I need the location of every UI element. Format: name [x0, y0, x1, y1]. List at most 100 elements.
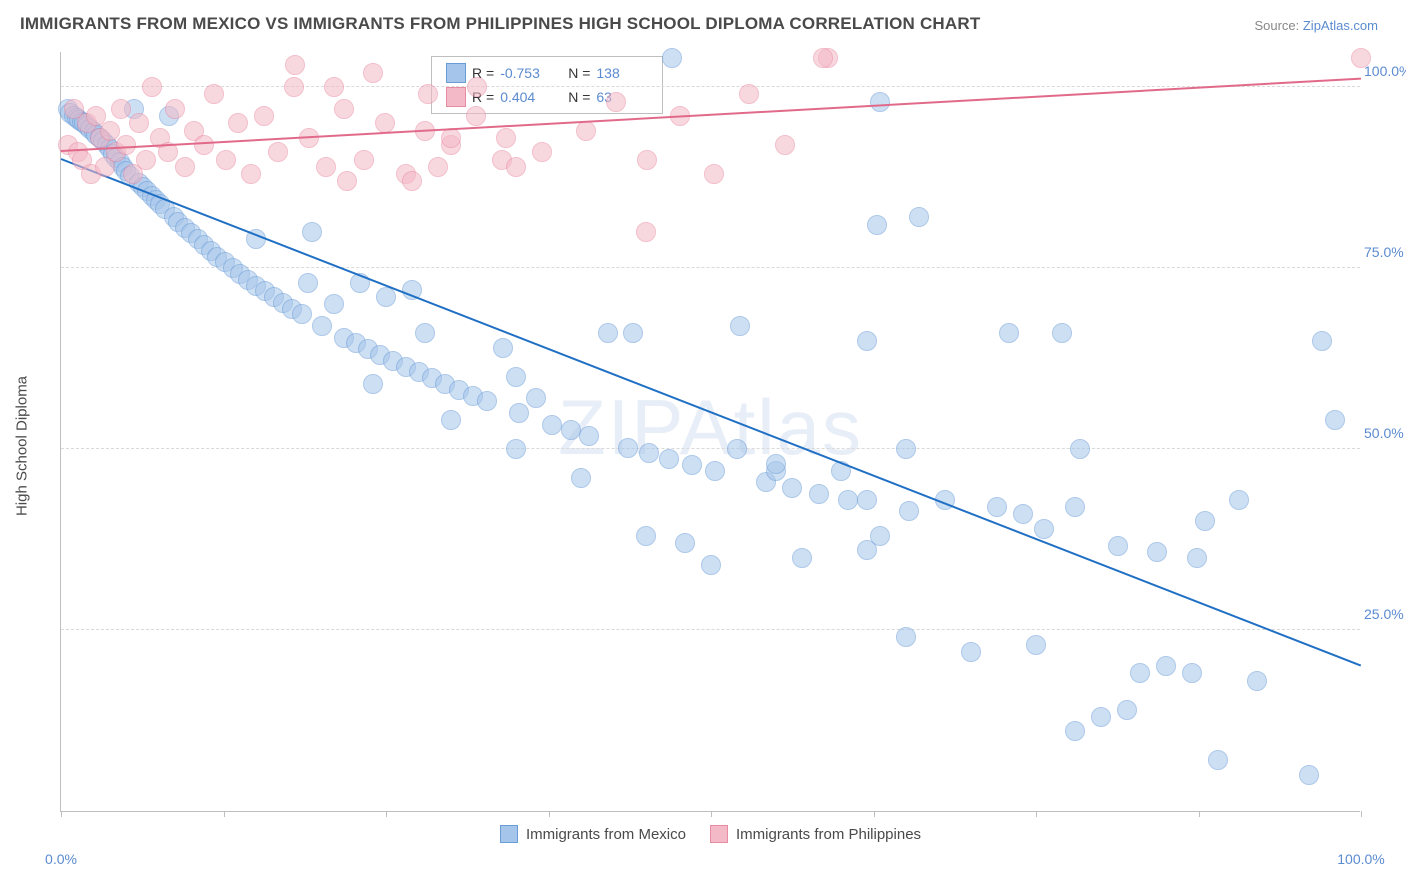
scatter-point	[467, 77, 487, 97]
scatter-point	[1229, 490, 1249, 510]
scatter-point	[509, 403, 529, 423]
scatter-point	[204, 84, 224, 104]
scatter-point	[870, 92, 890, 112]
scatter-point	[1034, 519, 1054, 539]
source-link[interactable]: ZipAtlas.com	[1303, 18, 1378, 33]
source-prefix: Source:	[1254, 18, 1302, 33]
scatter-point	[136, 150, 156, 170]
legend-r-value: 0.404	[500, 89, 552, 105]
scatter-point	[1299, 765, 1319, 785]
scatter-point	[375, 113, 395, 133]
scatter-point	[639, 443, 659, 463]
scatter-point	[730, 316, 750, 336]
series-name: Immigrants from Mexico	[526, 826, 686, 843]
legend-n-label: N =	[568, 89, 590, 105]
scatter-point	[1052, 323, 1072, 343]
scatter-point	[376, 287, 396, 307]
scatter-point	[792, 548, 812, 568]
scatter-point	[254, 106, 274, 126]
scatter-point	[493, 338, 513, 358]
watermark: ZIPAtlas	[558, 381, 863, 472]
scatter-point	[675, 533, 695, 553]
scatter-point	[682, 455, 702, 475]
scatter-point	[542, 415, 562, 435]
y-tick-label: 25.0%	[1364, 606, 1406, 622]
scatter-point	[428, 157, 448, 177]
gridline	[61, 448, 1360, 449]
scatter-point	[1182, 663, 1202, 683]
scatter-point	[496, 128, 516, 148]
scatter-point	[636, 526, 656, 546]
scatter-point	[636, 222, 656, 242]
scatter-point	[1091, 707, 1111, 727]
scatter-point	[129, 113, 149, 133]
scatter-point	[705, 461, 725, 481]
gridline	[61, 86, 1360, 87]
scatter-point	[766, 454, 786, 474]
scatter-point	[598, 323, 618, 343]
scatter-point	[441, 128, 461, 148]
series-legend-item: Immigrants from Mexico	[500, 825, 686, 843]
scatter-point	[284, 77, 304, 97]
legend-swatch	[500, 825, 518, 843]
y-axis-label: High School Diploma	[14, 376, 31, 516]
scatter-point	[466, 106, 486, 126]
scatter-point	[809, 484, 829, 504]
x-tick-mark	[61, 811, 62, 817]
scatter-point	[576, 121, 596, 141]
x-tick-mark	[711, 811, 712, 817]
legend-swatch	[446, 87, 466, 107]
scatter-point	[1026, 635, 1046, 655]
scatter-point	[896, 439, 916, 459]
scatter-point	[987, 497, 1007, 517]
correlation-legend: R =-0.753N =138R =0.404N =63	[431, 56, 663, 114]
scatter-point	[1108, 536, 1128, 556]
y-tick-label: 100.0%	[1364, 63, 1406, 79]
scatter-point	[324, 294, 344, 314]
scatter-point	[701, 555, 721, 575]
scatter-point	[477, 391, 497, 411]
scatter-point	[1130, 663, 1150, 683]
scatter-point	[782, 478, 802, 498]
scatter-point	[1208, 750, 1228, 770]
scatter-point	[662, 48, 682, 68]
series-name: Immigrants from Philippines	[736, 826, 921, 843]
legend-n-value: 138	[596, 65, 648, 81]
scatter-point	[363, 374, 383, 394]
scatter-point	[838, 490, 858, 510]
scatter-point	[363, 63, 383, 83]
scatter-point	[418, 84, 438, 104]
scatter-point	[194, 135, 214, 155]
scatter-point	[857, 490, 877, 510]
x-tick-label-left: 0.0%	[45, 851, 77, 867]
y-tick-label: 75.0%	[1364, 244, 1406, 260]
gridline	[61, 629, 1360, 630]
scatter-point	[402, 171, 422, 191]
trend-line	[61, 158, 1362, 667]
scatter-point	[285, 55, 305, 75]
scatter-point	[896, 627, 916, 647]
scatter-point	[241, 164, 261, 184]
scatter-point	[337, 171, 357, 191]
legend-n-label: N =	[568, 65, 590, 81]
scatter-point	[354, 150, 374, 170]
scatter-point	[298, 273, 318, 293]
scatter-point	[1070, 439, 1090, 459]
legend-swatch	[446, 63, 466, 83]
scatter-point	[334, 99, 354, 119]
series-legend-item: Immigrants from Philippines	[710, 825, 921, 843]
scatter-point	[415, 323, 435, 343]
scatter-point	[1195, 511, 1215, 531]
x-tick-label-right: 100.0%	[1337, 851, 1384, 867]
scatter-point	[1351, 48, 1371, 68]
scatter-point	[618, 438, 638, 458]
scatter-point	[1147, 542, 1167, 562]
scatter-point	[506, 367, 526, 387]
scatter-point	[302, 222, 322, 242]
scatter-point	[775, 135, 795, 155]
scatter-point	[268, 142, 288, 162]
x-tick-mark	[1361, 811, 1362, 817]
scatter-point	[727, 439, 747, 459]
scatter-point	[899, 501, 919, 521]
scatter-point	[532, 142, 552, 162]
